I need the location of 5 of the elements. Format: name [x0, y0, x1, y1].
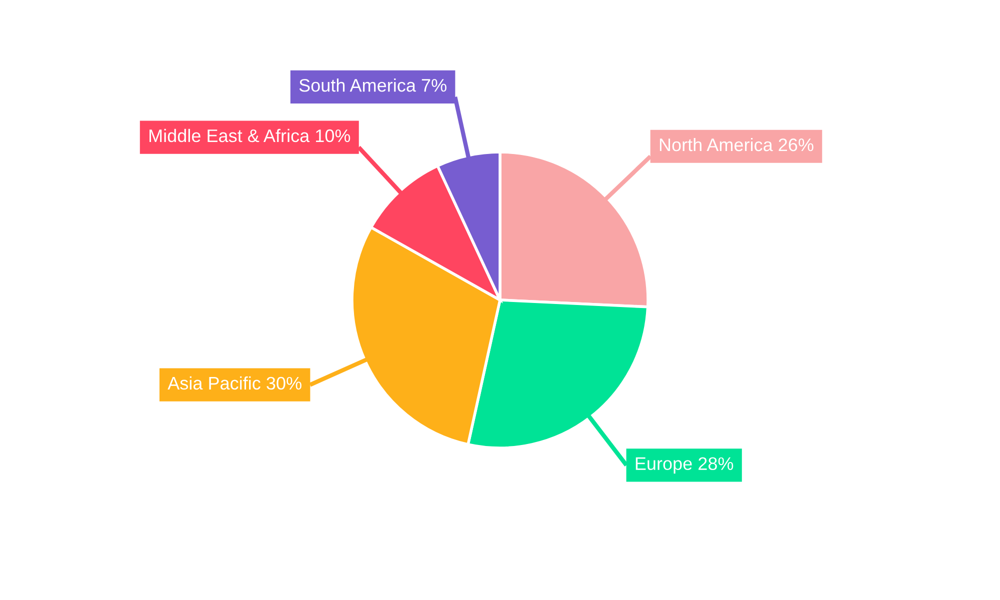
slice-label: North America 26%	[660, 138, 814, 152]
slice-label: Middle East & Africa 10%	[150, 128, 350, 142]
slice-label: South America 7%	[299, 78, 446, 92]
slice-label: Asia Pacific 30%	[168, 376, 302, 390]
slice-label: Europe 28%	[636, 457, 734, 474]
